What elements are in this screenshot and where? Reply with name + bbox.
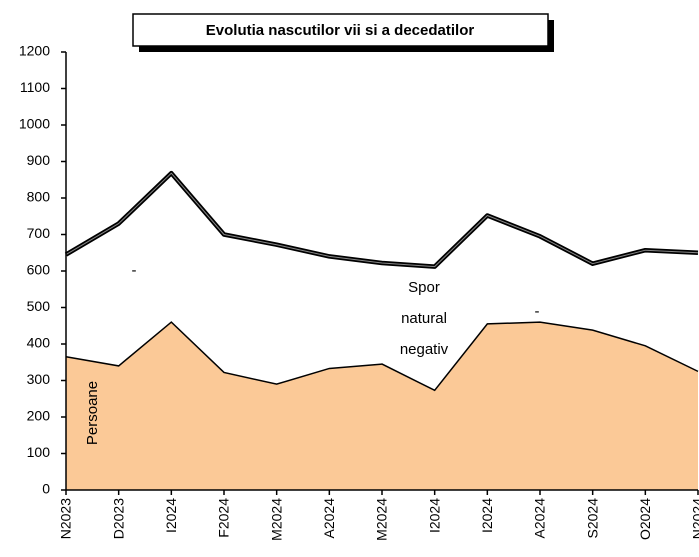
x-tick-label: N2024 bbox=[690, 498, 699, 539]
annotation: - bbox=[535, 303, 540, 320]
x-tick-label: A2024 bbox=[532, 498, 548, 539]
annotation: - bbox=[132, 262, 137, 279]
x-tick-label: I2024 bbox=[479, 498, 495, 533]
y-axis-label: Persoane bbox=[84, 381, 101, 445]
x-tick-label: M2024 bbox=[374, 498, 390, 541]
y-tick-label: 500 bbox=[27, 298, 51, 314]
x-tick-label: F2024 bbox=[216, 498, 232, 538]
births-outline bbox=[65, 321, 699, 392]
annotation: natural bbox=[401, 310, 447, 327]
x-tick-label: I2024 bbox=[163, 498, 179, 533]
x-tick-label: O2024 bbox=[637, 498, 653, 540]
annotation: negativ bbox=[400, 341, 449, 358]
x-tick-label: S2024 bbox=[584, 498, 600, 539]
x-tick-label: I2024 bbox=[426, 498, 442, 533]
y-tick-label: 800 bbox=[27, 189, 51, 205]
y-tick-label: 200 bbox=[27, 408, 51, 424]
y-tick-label: 700 bbox=[27, 225, 51, 241]
x-tick-label: N2023 bbox=[58, 498, 74, 539]
deaths-line-inner bbox=[65, 172, 699, 268]
chart-title: Evolutia nascutilor vii si a decedatilor bbox=[206, 22, 475, 39]
y-tick-label: 300 bbox=[27, 371, 51, 387]
deaths-line bbox=[64, 170, 699, 269]
annotation: Spor bbox=[408, 279, 440, 296]
title-box bbox=[132, 13, 549, 47]
births-area bbox=[66, 322, 698, 490]
y-tick-label: 1000 bbox=[19, 116, 50, 132]
x-tick-label: D2023 bbox=[110, 498, 126, 539]
y-tick-label: 600 bbox=[27, 262, 51, 278]
y-tick-label: 1200 bbox=[19, 43, 50, 59]
y-tick-label: 400 bbox=[27, 335, 51, 351]
x-tick-label: A2024 bbox=[321, 498, 337, 539]
y-tick-label: 1100 bbox=[20, 79, 50, 95]
y-tick-label: 100 bbox=[27, 444, 51, 460]
x-tick-label: M2024 bbox=[268, 498, 284, 541]
y-tick-label: 900 bbox=[27, 152, 51, 168]
y-tick-label: 0 bbox=[42, 481, 50, 497]
